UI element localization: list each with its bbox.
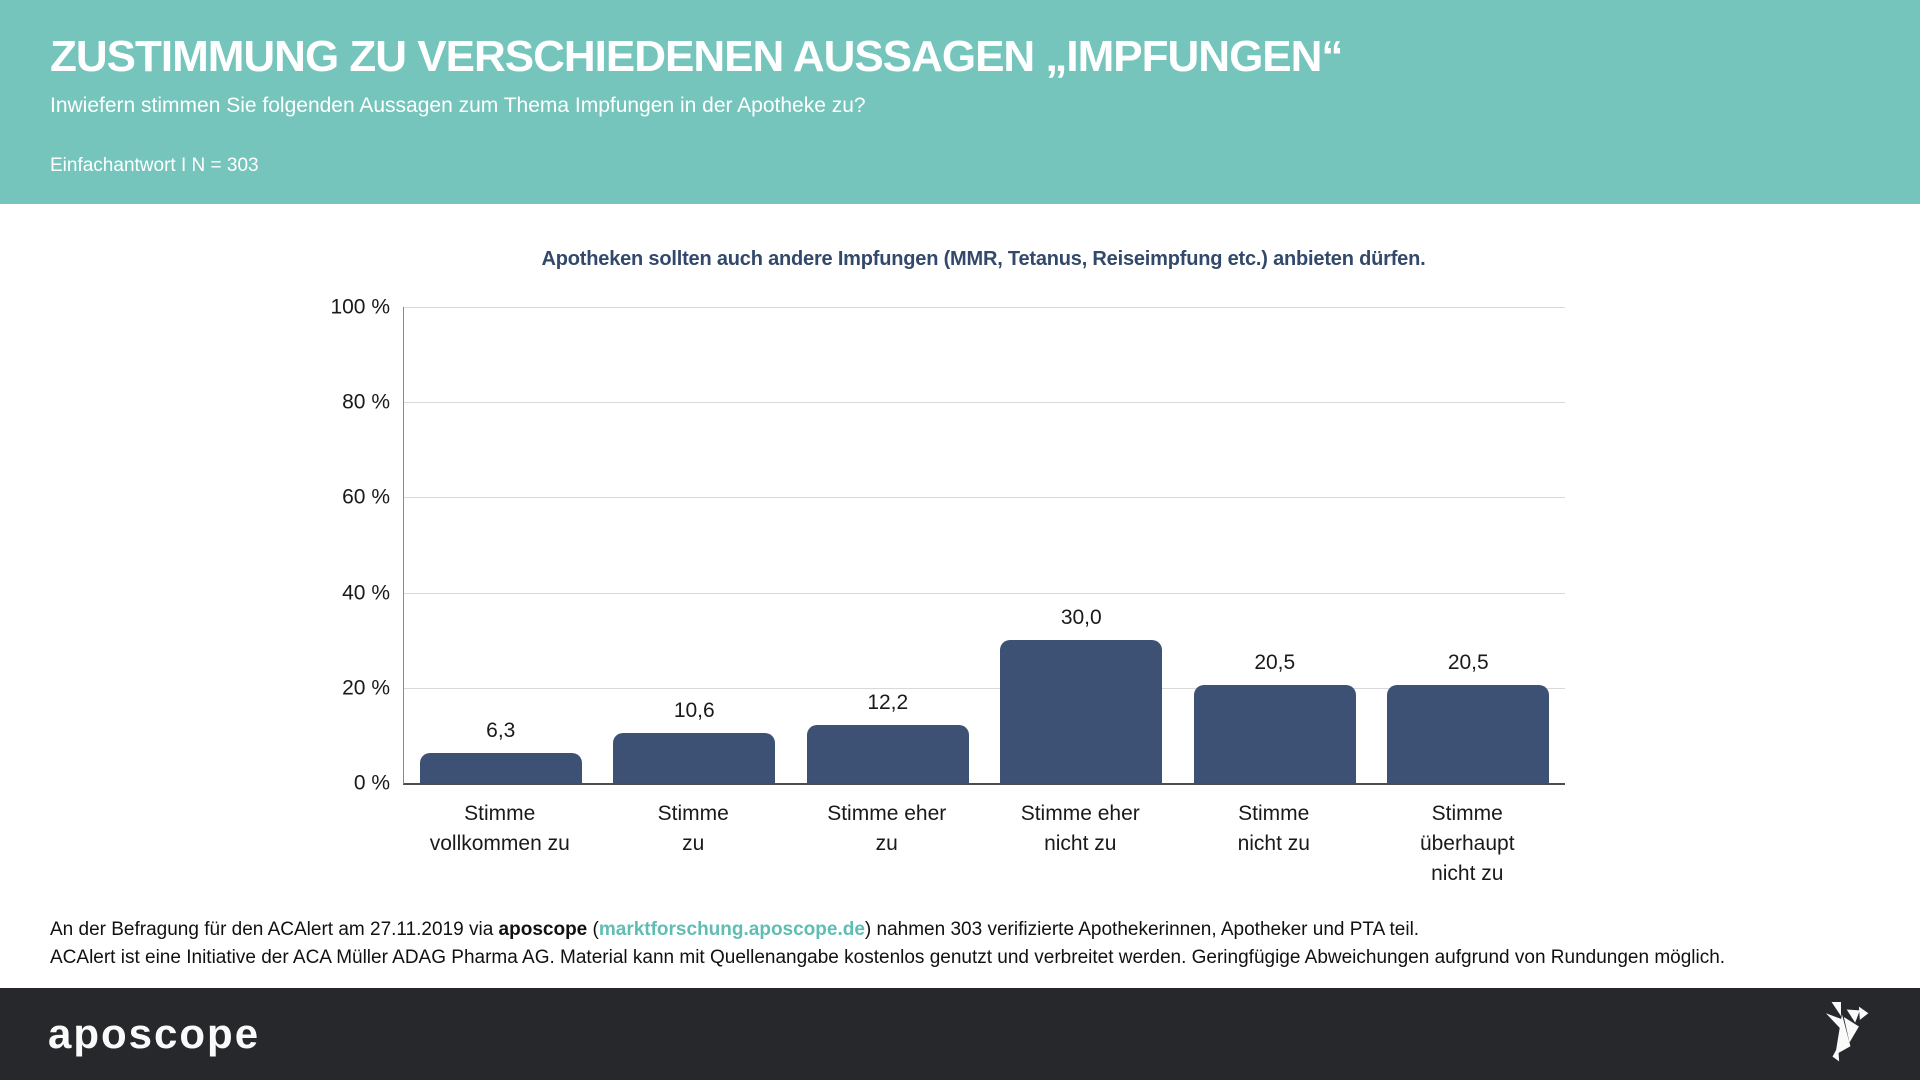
footnote-line-2: ACAlert ist eine Initiative der ACA Müll… bbox=[50, 947, 1726, 968]
bar-value-label: 12,2 bbox=[867, 690, 909, 714]
gridline bbox=[404, 402, 1565, 404]
plot-area: 6,3 10,6 12,2 30,0 20,5 20,5 bbox=[403, 307, 1565, 785]
chart-bar bbox=[806, 724, 969, 783]
x-axis-labels: Stimme vollkommen zu Stimme zu Stimme eher zu… bbox=[403, 799, 1564, 889]
x-axis-label: Stimme nicht zu bbox=[1237, 802, 1310, 855]
aposcope-link[interactable]: marktforschung.aposcope.de bbox=[598, 919, 865, 940]
footer-bar: aposcope bbox=[0, 988, 1920, 1080]
y-axis-labels: 0 % 20 % 40 % 60 % 80 % 100 % bbox=[250, 297, 390, 794]
chart-bar bbox=[1000, 640, 1163, 783]
bar-slot: 30,0 bbox=[985, 307, 1179, 783]
bar-value-label: 30,0 bbox=[1060, 606, 1102, 630]
bar-value-label: 6,3 bbox=[486, 719, 516, 743]
bar-slot: 10,6 bbox=[598, 307, 792, 783]
source-footnote: An der Befragung für den ACAlert am 27.1… bbox=[50, 916, 1890, 972]
footnote-brand: aposcope bbox=[498, 919, 588, 940]
chart-bar bbox=[419, 753, 582, 783]
y-tick-label: 0 % bbox=[353, 771, 390, 795]
aposcope-logo: aposcope bbox=[48, 1010, 261, 1057]
bar-slot: 12,2 bbox=[791, 307, 985, 783]
bar-value-label: 20,5 bbox=[1254, 651, 1296, 675]
footnote-text: ) nahmen 303 verifizierte Apothekerinnen… bbox=[864, 919, 1420, 940]
chart-bar bbox=[613, 732, 776, 783]
footnote-line-1: An der Befragung für den ACAlert am 27.1… bbox=[50, 916, 1890, 944]
bar-slot: 20,5 bbox=[1372, 307, 1566, 783]
header-banner: ZUSTIMMUNG ZU VERSCHIEDENEN AUSSAGEN „IM… bbox=[0, 0, 1920, 204]
x-axis-label: Stimme eher nicht zu bbox=[1020, 802, 1140, 855]
gridline bbox=[404, 687, 1565, 689]
footnote-text: ( bbox=[587, 919, 599, 940]
gridline bbox=[404, 497, 1565, 499]
bar-slot: 20,5 bbox=[1178, 307, 1372, 783]
origami-bird-icon bbox=[1825, 1001, 1869, 1062]
x-axis-label: Stimme zu bbox=[657, 802, 729, 855]
x-axis-label: Stimme überhaupt nicht zu bbox=[1419, 802, 1515, 885]
y-tick-label: 60 % bbox=[342, 485, 390, 509]
gridline bbox=[404, 592, 1565, 594]
y-tick-label: 40 % bbox=[342, 581, 390, 605]
sample-size-note: Einfachantwort I N = 303 bbox=[50, 155, 259, 176]
bar-value-label: 10,6 bbox=[673, 698, 715, 722]
page-subtitle: Inwiefern stimmen Sie folgenden Aussagen… bbox=[50, 94, 866, 117]
x-axis-label: Stimme vollkommen zu bbox=[429, 802, 570, 855]
bar-value-label: 20,5 bbox=[1447, 651, 1489, 675]
y-tick-label: 100 % bbox=[330, 295, 390, 319]
y-tick-label: 20 % bbox=[342, 676, 390, 700]
gridline bbox=[404, 307, 1565, 308]
chart-bar bbox=[1387, 685, 1550, 783]
page-title: ZUSTIMMUNG ZU VERSCHIEDENEN AUSSAGEN „IM… bbox=[50, 32, 1343, 81]
y-tick-label: 80 % bbox=[342, 390, 390, 414]
chart-title: Apotheken sollten auch andere Impfungen … bbox=[541, 248, 1426, 270]
chart-bar bbox=[1193, 685, 1356, 783]
footnote-text: An der Befragung für den ACAlert am 27.1… bbox=[50, 919, 499, 940]
x-axis-label: Stimme eher zu bbox=[827, 802, 947, 855]
bar-slot: 6,3 bbox=[404, 307, 598, 783]
